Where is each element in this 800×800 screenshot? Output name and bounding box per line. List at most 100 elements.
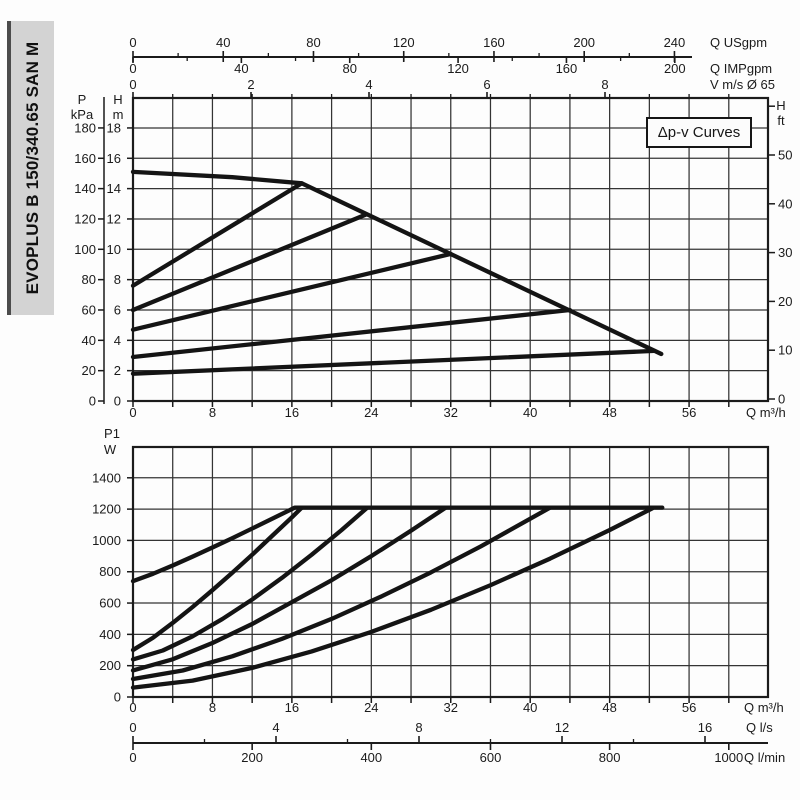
ls-tick-label: 8	[415, 720, 422, 735]
power-dpv-3	[130, 505, 448, 673]
flow-tick-label: 56	[682, 700, 696, 715]
meter-tick-label: 10	[107, 242, 121, 257]
kpa-tick-label: 100	[74, 242, 96, 257]
bottom-ls-lmin-axis: 0 4 8 12 16 Q l/s 0 200 400 600 800 1000 Q l/min	[129, 720, 785, 765]
impgpm-tick-label: 200	[664, 61, 686, 76]
power-dpv-4	[130, 505, 553, 682]
flow-tick-label: 40	[523, 405, 537, 420]
dpv-setpoint-5	[130, 348, 657, 376]
flow-tick-label: 24	[364, 700, 378, 715]
power-dpv-1	[130, 505, 304, 653]
watt-tick-label: 1200	[92, 502, 121, 517]
watt-tick-label: 600	[99, 596, 121, 611]
top-feet-axis: 50 40 30 20 10 0 Hft	[768, 98, 792, 407]
vms-tick-label: 8	[601, 77, 608, 92]
dpv-curves-badge: Δp-v Curves	[646, 117, 752, 148]
power-dpv-5	[130, 506, 655, 690]
model-name: EVOPLUS B 150/340.65 SAN M	[22, 41, 42, 295]
vms-tick-label: 2	[247, 77, 254, 92]
top-meter-axis: 18 16 14 12 10 8 6 4 2 0 Hm	[107, 92, 133, 409]
watt-tick-label: 0	[114, 690, 121, 705]
flow-tick-label: 0	[129, 405, 136, 420]
power-dpv-2	[130, 505, 370, 662]
bottom-watt-axis: 1400 1200 1000 800 600 400 200 0 P1W	[92, 426, 133, 705]
vms-tick-label: 6	[483, 77, 490, 92]
impgpm-tick-label: 80	[342, 61, 356, 76]
feet-tick-label: 0	[778, 392, 785, 407]
impgpm-tick-label: 0	[129, 61, 136, 76]
watt-axis-title: P1	[104, 426, 120, 441]
flow-tick-label: 40	[523, 700, 537, 715]
impgpm-tick-label: 160	[556, 61, 578, 76]
kpa-axis-title: kPa	[71, 107, 94, 122]
lmin-tick-label: 0	[129, 750, 136, 765]
watt-tick-label: 1400	[92, 470, 121, 485]
meter-tick-label: 2	[114, 363, 121, 378]
ls-tick-label: 0	[129, 720, 136, 735]
lmin-tick-label: 200	[241, 750, 263, 765]
watt-tick-label: 1000	[92, 533, 121, 548]
feet-axis-title: ft	[777, 113, 785, 128]
feet-axis-title: H	[776, 98, 785, 113]
kpa-tick-label: 160	[74, 151, 96, 166]
meter-axis-title: H	[113, 92, 122, 107]
meter-tick-label: 0	[114, 394, 121, 409]
power-max-speed	[130, 505, 665, 584]
bottom-flow-axis: 0 8 16 24 32 40 48 56 Q m³/h	[129, 697, 784, 715]
dpv-setpoint-2	[130, 212, 369, 313]
watt-axis-title: W	[104, 442, 117, 457]
vms-axis-label: V m/s Ø 65	[710, 77, 775, 92]
lmin-tick-label: 1000	[714, 750, 743, 765]
max-speed-curve	[130, 169, 664, 357]
kpa-tick-label: 0	[89, 394, 96, 409]
ls-tick-label: 16	[698, 720, 712, 735]
flow-axis-label: Q m³/h	[746, 405, 786, 420]
model-label-strip: EVOPLUS B 150/340.65 SAN M	[7, 21, 54, 315]
feet-tick-label: 40	[778, 196, 792, 211]
kpa-tick-label: 140	[74, 181, 96, 196]
usgpm-tick-label: 160	[483, 35, 505, 50]
kpa-axis-title: P	[78, 92, 87, 107]
lmin-axis-label: Q l/min	[744, 750, 785, 765]
meter-tick-label: 16	[107, 151, 121, 166]
usgpm-axis-label: Q USgpm	[710, 35, 767, 50]
feet-tick-label: 30	[778, 245, 792, 260]
dpv-curves-badge-label: Δp-v Curves	[657, 124, 741, 141]
watt-tick-label: 400	[99, 627, 121, 642]
dpv-setpoint-4	[130, 307, 573, 360]
ls-axis-label: Q l/s	[746, 720, 773, 735]
meter-tick-label: 6	[114, 302, 121, 317]
meter-tick-label: 18	[107, 120, 121, 135]
top-chart-grid	[133, 98, 768, 401]
usgpm-tick-label: 0	[129, 35, 136, 50]
vms-tick-label: 4	[365, 77, 372, 92]
usgpm-tick-label: 200	[573, 35, 595, 50]
impgpm-tick-label: 40	[234, 61, 248, 76]
feet-tick-label: 20	[778, 294, 792, 309]
dpv-setpoint-3	[130, 251, 453, 332]
flow-tick-label: 24	[364, 405, 378, 420]
flow-tick-label: 48	[602, 405, 616, 420]
kpa-tick-label: 40	[82, 333, 96, 348]
watt-tick-label: 800	[99, 564, 121, 579]
impgpm-axis-label: Q IMPgpm	[710, 61, 772, 76]
meter-tick-label: 4	[114, 333, 121, 348]
flow-axis-label: Q m³/h	[744, 700, 784, 715]
flow-tick-label: 16	[285, 405, 299, 420]
vms-tick-label: 0	[129, 77, 136, 92]
lmin-tick-label: 600	[480, 750, 502, 765]
flow-tick-label: 8	[209, 405, 216, 420]
flow-tick-label: 8	[209, 700, 216, 715]
flow-tick-label: 32	[444, 405, 458, 420]
top-chart-curves	[130, 169, 664, 376]
top-flow-axis: 0 8 16 24 32 40 48 56 Q m³/h	[129, 401, 786, 420]
flow-tick-label: 16	[285, 700, 299, 715]
dpv-setpoint-1	[130, 181, 304, 288]
watt-tick-label: 200	[99, 658, 121, 673]
usgpm-tick-label: 40	[216, 35, 230, 50]
kpa-tick-label: 180	[74, 120, 96, 135]
kpa-tick-label: 80	[82, 272, 96, 287]
